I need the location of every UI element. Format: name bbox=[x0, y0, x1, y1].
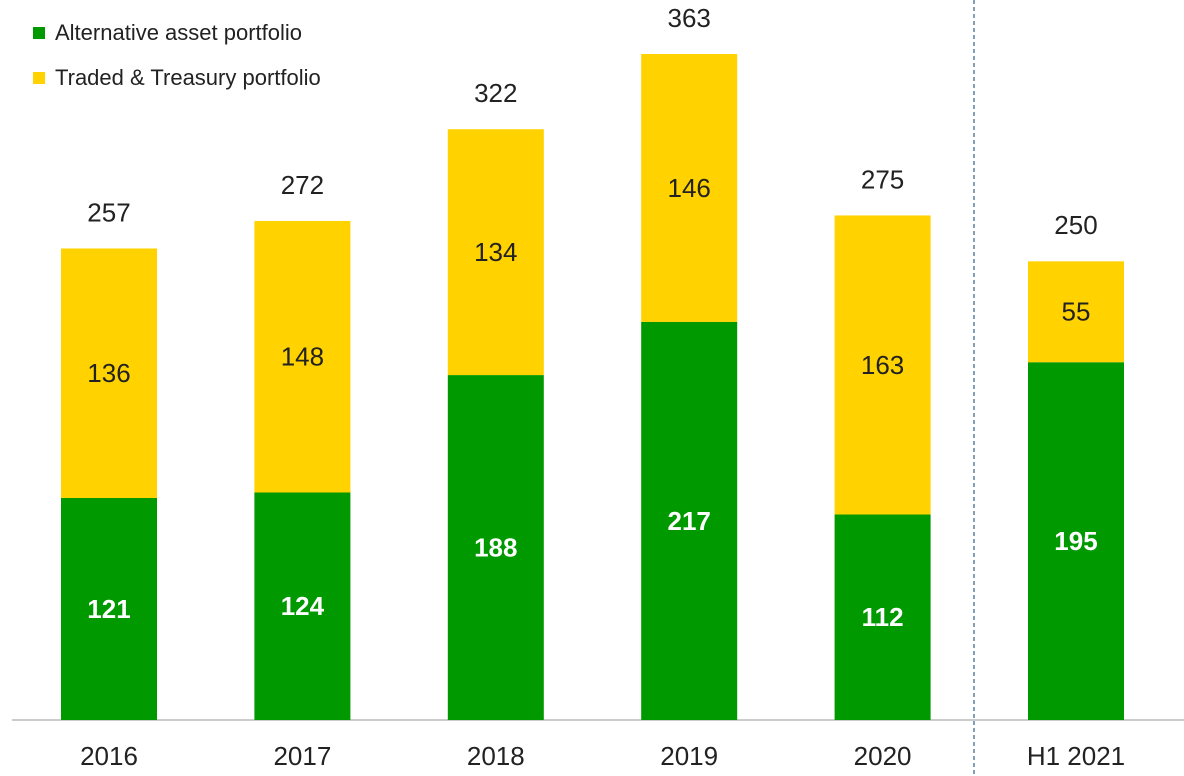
x-tick-label: 2020 bbox=[854, 741, 912, 771]
total-label: 275 bbox=[861, 164, 904, 194]
total-label: 257 bbox=[87, 197, 130, 227]
value-label: 136 bbox=[87, 358, 130, 388]
bar-segment bbox=[447, 375, 544, 720]
value-label: 195 bbox=[1054, 526, 1097, 556]
total-label: 272 bbox=[281, 170, 324, 200]
total-label: 363 bbox=[668, 3, 711, 33]
value-label: 146 bbox=[668, 173, 711, 203]
value-label: 188 bbox=[474, 532, 517, 562]
x-tick-label: 2016 bbox=[80, 741, 138, 771]
legend-label: Traded & Treasury portfolio bbox=[55, 65, 321, 90]
value-label: 163 bbox=[861, 350, 904, 380]
x-tick-label: 2018 bbox=[467, 741, 525, 771]
value-label: 148 bbox=[281, 342, 324, 372]
bar-segment bbox=[61, 248, 157, 498]
value-label: 134 bbox=[474, 237, 517, 267]
value-label: 112 bbox=[862, 602, 904, 632]
value-label: 124 bbox=[281, 591, 325, 621]
value-label: 217 bbox=[668, 506, 711, 536]
bar-segment bbox=[641, 54, 738, 322]
total-label: 250 bbox=[1054, 210, 1097, 240]
legend-swatch bbox=[33, 27, 45, 39]
value-label: 121 bbox=[87, 594, 130, 624]
bar-segment bbox=[1028, 362, 1124, 720]
bar-segment bbox=[834, 514, 931, 720]
bar-segment bbox=[447, 129, 544, 376]
value-label: 55 bbox=[1062, 297, 1091, 327]
bar-segment bbox=[834, 215, 931, 515]
bar-segment bbox=[254, 220, 351, 493]
total-label: 322 bbox=[474, 78, 517, 108]
bar-segment bbox=[61, 498, 157, 720]
bar-segment bbox=[641, 321, 738, 720]
bar-segment bbox=[254, 492, 351, 720]
x-tick-label: 2017 bbox=[273, 741, 331, 771]
x-tick-label: 2019 bbox=[660, 741, 718, 771]
bar-segment bbox=[1028, 261, 1124, 363]
x-tick-label: H1 2021 bbox=[1027, 741, 1125, 771]
legend-label: Alternative asset portfolio bbox=[55, 20, 302, 45]
legend-swatch bbox=[33, 72, 45, 84]
